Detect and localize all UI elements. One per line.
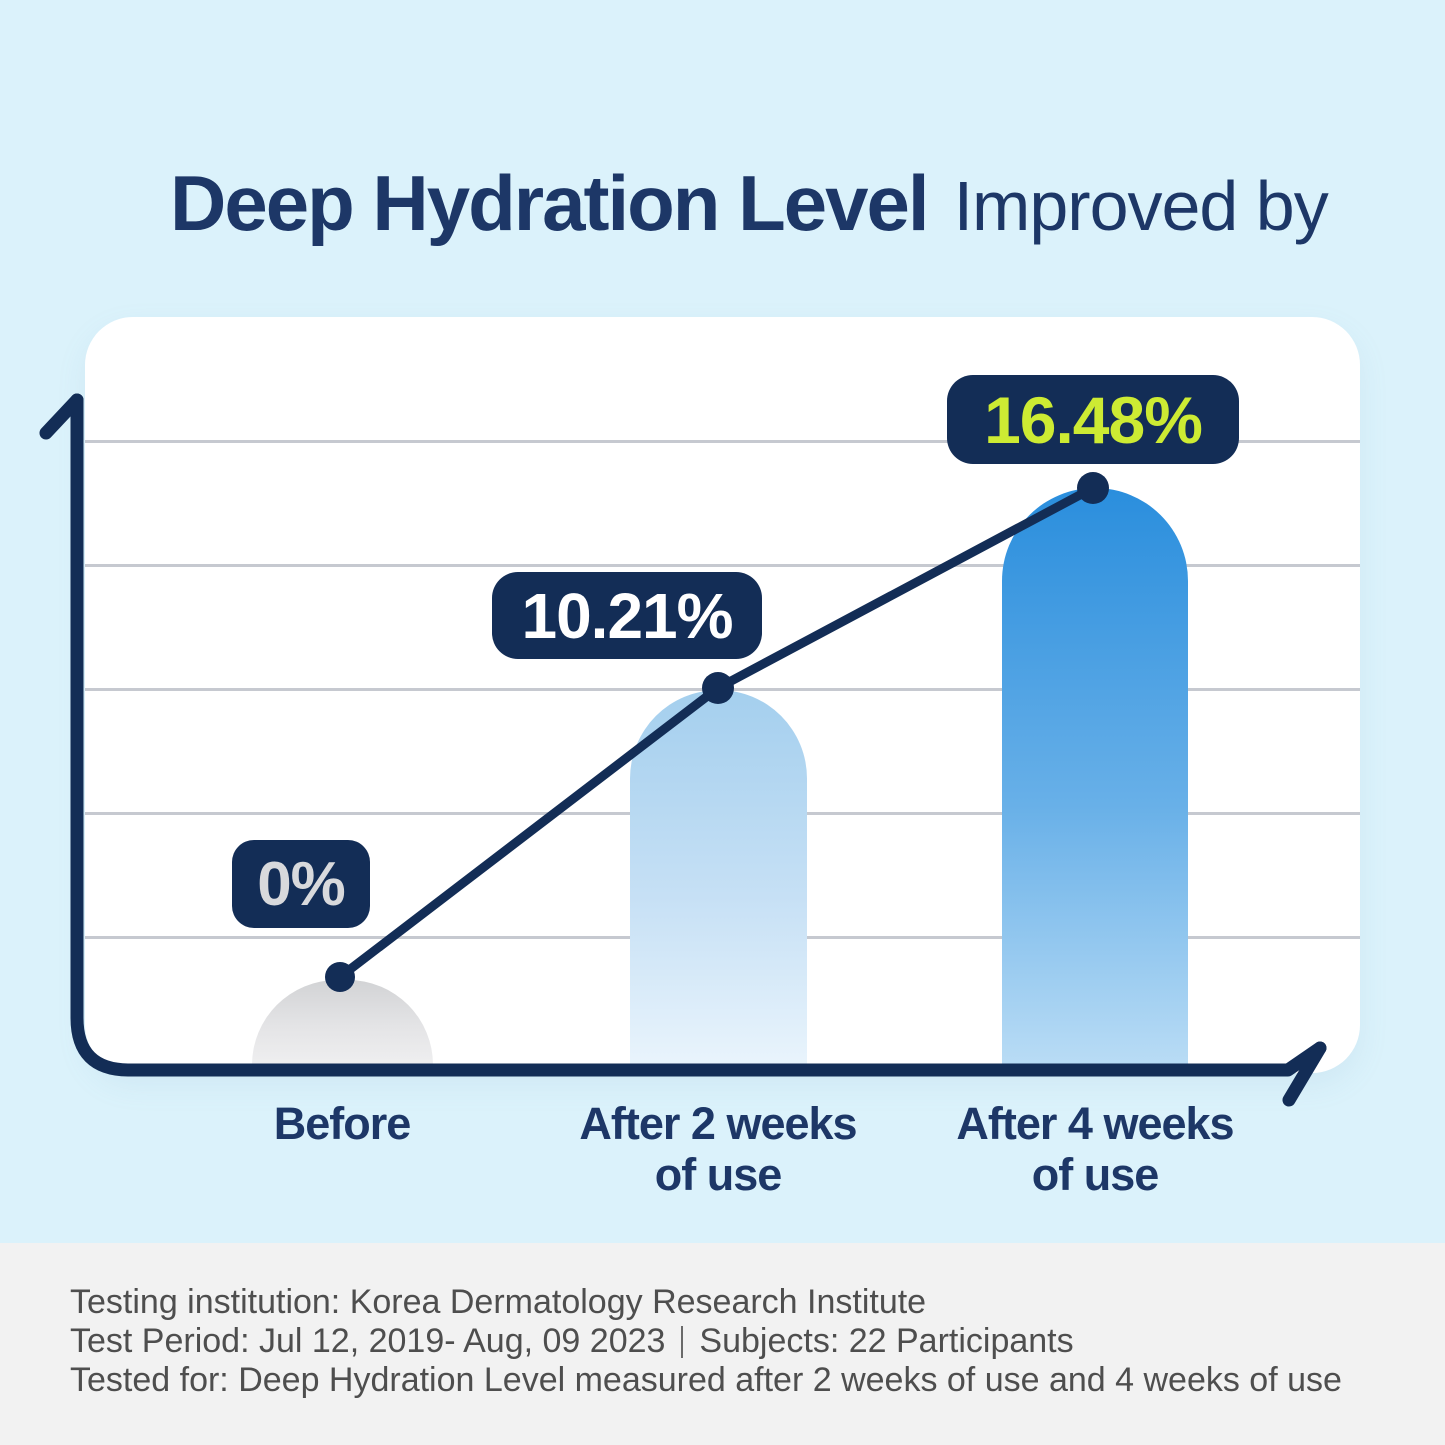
x-label-after-2-weeks: After 2 weeks of use <box>558 1098 878 1200</box>
value-label: 10.21% <box>521 579 733 652</box>
value-badge-after-4-weeks: 16.48% <box>947 375 1239 464</box>
y-axis-arrow-icon <box>39 393 84 440</box>
value-badge-before: 0% <box>232 840 370 928</box>
separator-bar <box>681 1326 684 1358</box>
value-badge-after-2-weeks: 10.21% <box>492 572 762 659</box>
footer-line-3: Tested for: Deep Hydration Level measure… <box>70 1361 1342 1399</box>
bar-after-4-weeks <box>1002 488 1188 1065</box>
value-label: 16.48% <box>984 382 1203 457</box>
page-title: Deep Hydration Level Improved by <box>170 158 1329 249</box>
bar-after-2-weeks <box>630 690 807 1065</box>
footer-background <box>0 1243 1445 1445</box>
footer-line-1: Testing institution: Korea Dermatology R… <box>70 1283 927 1321</box>
title-suffix: Improved by <box>953 167 1329 245</box>
x-label-after-4-weeks: After 4 weeks of use <box>935 1098 1255 1200</box>
footer-test-period: Test Period: Jul 12, 2019- Aug, 09 2023 <box>70 1322 666 1360</box>
x-label-line: After 4 weeks <box>956 1098 1234 1149</box>
x-label-before: Before <box>182 1098 502 1149</box>
x-label-line: After 2 weeks <box>579 1098 857 1149</box>
value-label: 0% <box>257 849 346 919</box>
title-main: Deep Hydration Level <box>170 159 930 247</box>
footer-disclaimer: Testing institution: Korea Dermatology R… <box>70 1283 1342 1400</box>
x-label-line: Before <box>273 1098 412 1149</box>
footer-line-2: Test Period: Jul 12, 2019- Aug, 09 2023 S… <box>70 1322 1342 1361</box>
x-label-line: of use <box>1031 1149 1160 1200</box>
x-label-line: of use <box>654 1149 783 1200</box>
footer-subjects: Subjects: 22 Participants <box>699 1322 1074 1360</box>
